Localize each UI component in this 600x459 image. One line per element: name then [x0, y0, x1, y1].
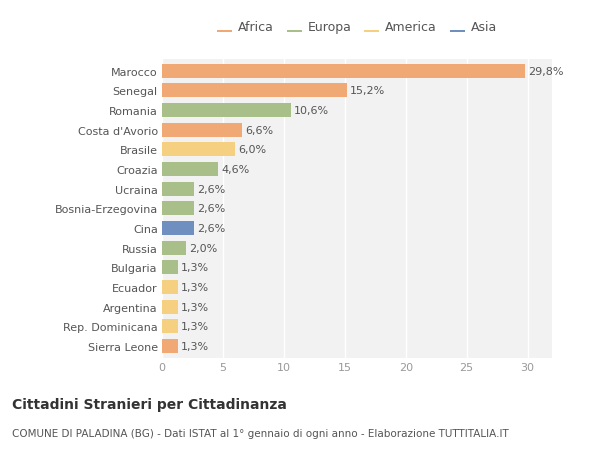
- Bar: [162, 104, 291, 118]
- Text: 29,8%: 29,8%: [528, 67, 564, 77]
- Text: 1,3%: 1,3%: [181, 263, 209, 273]
- Text: 6,6%: 6,6%: [245, 125, 274, 135]
- Text: 6,0%: 6,0%: [238, 145, 266, 155]
- Bar: [162, 261, 178, 275]
- Bar: [162, 123, 242, 137]
- Text: Cittadini Stranieri per Cittadinanza: Cittadini Stranieri per Cittadinanza: [12, 397, 287, 411]
- Text: 1,3%: 1,3%: [181, 282, 209, 292]
- Legend: Africa, Europa, America, Asia: Africa, Europa, America, Asia: [217, 21, 497, 34]
- Bar: [162, 221, 194, 235]
- Bar: [162, 280, 178, 294]
- Text: 2,6%: 2,6%: [197, 224, 225, 234]
- Text: 1,3%: 1,3%: [181, 341, 209, 351]
- Bar: [162, 300, 178, 314]
- Bar: [162, 64, 525, 78]
- Bar: [162, 84, 347, 98]
- Bar: [162, 319, 178, 334]
- Bar: [162, 202, 194, 216]
- Text: COMUNE DI PALADINA (BG) - Dati ISTAT al 1° gennaio di ogni anno - Elaborazione T: COMUNE DI PALADINA (BG) - Dati ISTAT al …: [12, 428, 509, 438]
- Text: 4,6%: 4,6%: [221, 165, 250, 174]
- Text: 10,6%: 10,6%: [294, 106, 329, 116]
- Bar: [162, 143, 235, 157]
- Text: 2,0%: 2,0%: [190, 243, 218, 253]
- Text: 2,6%: 2,6%: [197, 184, 225, 194]
- Text: 2,6%: 2,6%: [197, 204, 225, 214]
- Bar: [162, 162, 218, 177]
- Text: 1,3%: 1,3%: [181, 322, 209, 331]
- Bar: [162, 182, 194, 196]
- Text: 15,2%: 15,2%: [350, 86, 386, 96]
- Bar: [162, 241, 187, 255]
- Bar: [162, 339, 178, 353]
- Text: 1,3%: 1,3%: [181, 302, 209, 312]
